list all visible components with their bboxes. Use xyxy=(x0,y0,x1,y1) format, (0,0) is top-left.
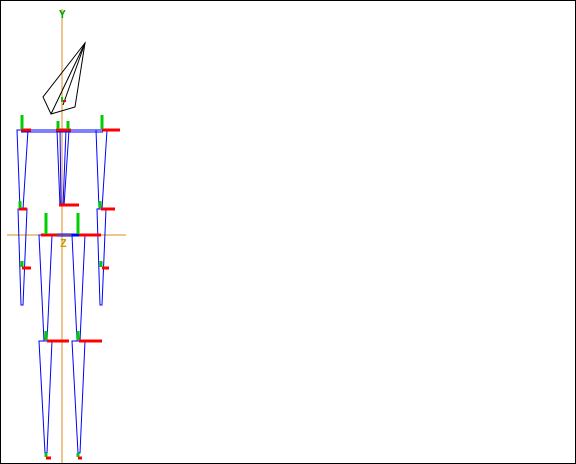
joint-right-foot[interactable] xyxy=(76,453,82,460)
camera-frustum-icon[interactable] xyxy=(42,41,86,115)
bone-left-thigh[interactable] xyxy=(38,234,53,342)
camera-marker xyxy=(61,97,66,102)
bone-right-forearm[interactable] xyxy=(96,208,107,306)
y-axis-label: Y xyxy=(59,8,66,21)
bone-left-upper-arm[interactable] xyxy=(16,129,29,210)
bone-left-forearm[interactable] xyxy=(17,208,28,306)
joint-left-hip[interactable] xyxy=(41,213,57,237)
joint-right-shoulder[interactable] xyxy=(100,115,120,132)
joint-left-elbow[interactable] xyxy=(18,201,27,211)
bone-right-thigh[interactable] xyxy=(71,234,86,342)
z-axis-label: Z xyxy=(60,237,67,250)
joint-left-shoulder[interactable] xyxy=(20,115,31,132)
joint-right-elbow[interactable] xyxy=(98,201,115,211)
joint-left-foot[interactable] xyxy=(44,453,51,460)
bone-left-shin[interactable] xyxy=(38,340,53,454)
joint-right-wrist[interactable] xyxy=(99,261,109,270)
joint-neck[interactable] xyxy=(56,121,71,132)
bone-right-upper-arm[interactable] xyxy=(95,129,108,210)
joint-left-knee[interactable] xyxy=(44,331,69,343)
joint-right-knee[interactable] xyxy=(76,331,102,343)
joint-markers xyxy=(18,115,120,460)
joint-right-hip[interactable] xyxy=(76,213,101,237)
joint-left-wrist[interactable] xyxy=(20,261,31,270)
bone-right-shin[interactable] xyxy=(71,340,86,454)
